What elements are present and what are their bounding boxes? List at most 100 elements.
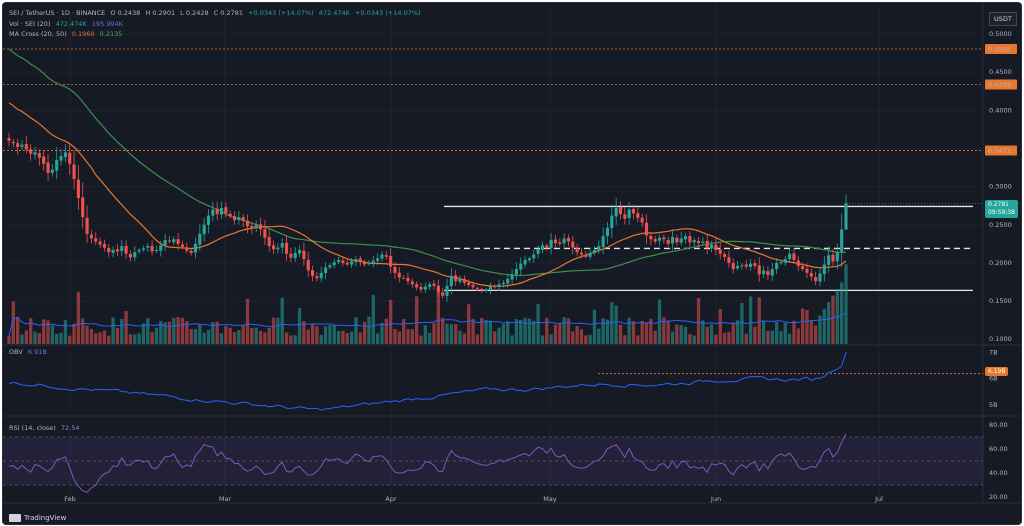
volume-bar [536,303,540,344]
volume-bar [592,309,597,344]
chart-canvas[interactable]: FebMarAprMayJunJul0.50000.45000.40000.35… [3,3,1021,524]
candle-body [241,217,245,221]
candle-body [306,259,310,271]
candle-body [211,209,215,216]
candle-body [206,215,211,225]
volume-bar [258,330,263,344]
candle-body [692,240,696,243]
candle-body [402,277,406,279]
volume-bar [250,327,254,344]
volume-bar [76,291,81,344]
low-value: L 0.2428 [180,9,209,17]
volume-bar [63,320,68,344]
volume-bar [614,305,618,344]
candle-body [198,233,202,245]
volume-bar [527,318,532,344]
price-axis-label: 0.2500 [989,221,1012,229]
candle-body [523,259,527,265]
volume-bar [306,329,310,344]
candle-body [419,286,423,290]
candle-body [397,272,401,278]
candle-body [436,285,440,292]
candle-body [81,197,85,218]
candle-body [154,249,159,251]
candle-body [614,207,618,217]
volume-legend[interactable]: Vol · SEI (20) 472.474K 195.994K [9,20,126,28]
candle-body [376,258,380,261]
volume-bar [662,317,666,344]
change-value: +0.0343 (+14.07%) [248,9,314,17]
candle-body [740,265,744,267]
volume-bar [276,317,280,344]
volume-bar [501,324,506,344]
candle-body [493,286,497,288]
volume-bar [393,329,397,344]
candle-body [601,236,605,247]
volume-bar [787,333,792,344]
volume-bar [332,325,336,344]
volume-bar [293,335,297,344]
volume-bar [740,302,744,344]
candle-body [258,224,263,230]
level-tag-label: 0.4339 [988,81,1011,89]
volume-bar [649,318,653,344]
candle-body [775,262,779,270]
header-symbol-row: SEI / TetherUS · 1D · BINANCE O 0.2438 H… [9,9,424,17]
volume-bar [688,334,692,344]
volume-bar [20,334,24,344]
candle-body [510,274,514,280]
candle-countdown: 09:59:38 [988,209,1015,216]
volume-bar [388,299,393,344]
rsi-axis-label: 80.00 [989,421,1008,429]
candle-body [705,240,709,248]
candle-body [133,252,137,258]
candle-body [159,245,163,251]
tv-icon [9,514,21,522]
rsi-label: RSI (14, close) [9,424,56,432]
volume-bar [319,334,323,344]
candle-body [506,278,510,284]
candle-body [85,217,89,234]
candle-body [835,252,839,262]
volume-bar [146,318,150,344]
ma-cross-legend[interactable]: MA Cross (20, 50) 0.1960 0.2135 [9,30,125,38]
candle-body [662,237,666,240]
price-axis-label: 0.5000 [989,30,1012,38]
candle-body [488,286,492,290]
candle-body [454,275,458,282]
candle-body [228,213,232,217]
volume-bar [94,333,98,344]
candle-body [102,244,106,248]
volume-bar [679,325,683,344]
candle-body [801,266,805,270]
candle-body [284,242,289,254]
obv-legend[interactable]: OBV 6.91B [9,348,50,356]
candle-body [389,256,393,267]
volume-bar [636,335,640,344]
volume-bar [683,326,688,344]
symbol-title[interactable]: SEI / TetherUS · 1D · BINANCE [9,9,106,17]
volume-bar [696,298,701,344]
volume-bar [744,333,748,344]
candle-body [514,269,518,275]
time-axis-label: Jul [874,495,883,503]
volume-bar [562,317,566,344]
tradingview-logo[interactable]: TradingView [9,514,66,522]
candle-body [840,229,844,252]
volume-bar [809,321,813,344]
currency-button[interactable]: USDT [989,12,1017,26]
rsi-legend[interactable]: RSI (14, close) 72.54 [9,424,83,432]
level-tag [985,145,1017,156]
volume-bar [163,322,167,344]
volume-bar [428,332,432,344]
volume-bar [766,331,770,344]
candle-body [532,254,536,259]
high-value: H 0.2901 [145,9,176,17]
candle-body [536,249,540,254]
volume-bar [488,320,493,344]
volume-bar [397,331,401,344]
candle-body [380,254,384,259]
candle-body [172,239,176,243]
brand-label: TradingView [24,514,67,522]
candle-body [20,144,24,147]
